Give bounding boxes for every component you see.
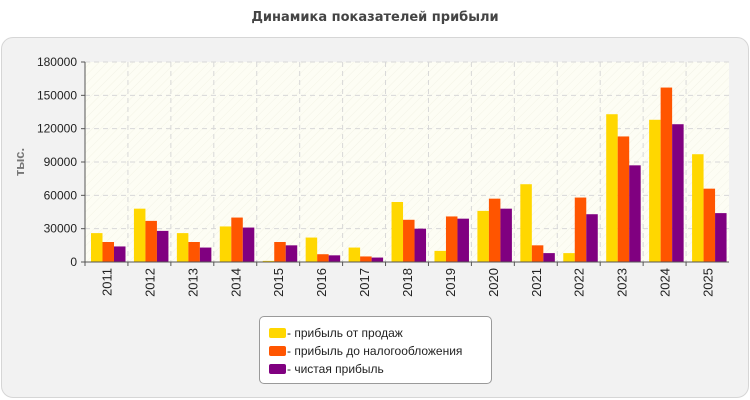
bar-pretax-2011 [102,242,114,262]
bar-pretax-2022 [574,197,587,262]
legend-label-pretax: - прибыль до налогообложения [287,344,463,358]
bar-sales-2018 [391,202,404,262]
x-tick-label: 2020 [486,268,501,297]
bar-pretax-2021 [531,245,544,262]
legend-item-net: - чистая прибыль [269,362,384,376]
bar-sales-2016 [305,237,318,262]
bar-sales-2021 [520,184,532,262]
bar-net-2024 [672,124,684,262]
bar-sales-2022 [563,253,575,262]
bar-net-2020 [500,208,512,262]
y-tick-label: 150000 [37,88,77,102]
y-tick-label: 120000 [37,122,77,136]
bar-sales-2020 [477,210,489,262]
grid [85,61,729,262]
bar-pretax-2017 [360,256,372,262]
bar-net-2011 [114,246,126,262]
bar-pretax-2015 [274,242,286,262]
bar-pretax-2023 [617,136,630,262]
bar-pretax-2020 [488,198,501,262]
bar-pretax-2019 [445,216,458,262]
bar-net-2025 [715,213,727,262]
bar-sales-2012 [133,208,146,262]
bar-sales-2023 [606,114,618,262]
legend-label-net: - чистая прибыль [287,362,384,376]
bar-net-2012 [156,230,169,262]
y-tick-label: 180000 [37,55,77,69]
x-tick-label: 2015 [271,268,286,297]
bar-sales-2014 [219,226,232,262]
x-tick-label: 2024 [658,268,673,297]
x-tick-label: 2021 [529,268,544,297]
bar-sales-2024 [649,119,661,263]
bar-pretax-2018 [403,219,415,262]
bar-sales-2025 [692,154,704,262]
bar-net-2022 [586,214,598,262]
y-tick-label: 30000 [44,222,78,236]
legend-item-sales: - прибыль от продаж [269,326,403,340]
x-tick-label: 2013 [185,268,200,297]
bars [91,87,727,263]
legend-swatch-sales [269,328,286,338]
bar-pretax-2024 [660,87,673,262]
bar-net-2021 [543,253,555,262]
bar-pretax-2012 [145,220,157,262]
axes: 0 30000 60000 90000 120000 150000 180000 2011 20… [37,55,729,297]
x-tick-label: 2012 [142,268,157,297]
legend-label-sales: - прибыль от продаж [287,326,403,340]
chart-title: Динамика показателей прибыли [251,10,499,25]
bar-pretax-2016 [317,254,329,262]
legend-swatch-net [269,364,286,374]
bar-sales-2013 [176,233,189,262]
y-tick-label: 0 [70,255,77,269]
legend-swatch-pretax [269,346,286,356]
bar-net-2018 [414,228,427,262]
y-axis-label: тыс. [12,148,27,176]
bar-pretax-2013 [188,242,200,262]
x-tick-label: 2019 [443,268,458,297]
bar-sales-2019 [434,250,446,262]
x-tick-label: 2018 [400,268,415,297]
bar-net-2014 [242,227,255,262]
x-tick-label: 2022 [572,268,587,297]
x-tick-label: 2016 [314,268,329,297]
legend: - прибыль от продаж - прибыль до налогоо… [259,316,492,384]
legend-item-pretax: - прибыль до налогообложения [269,344,462,358]
bar-pretax-2025 [703,188,716,262]
x-tick-label: 2017 [357,268,372,297]
x-tick-label: 2025 [701,268,716,297]
bar-net-2013 [199,247,212,262]
bar-net-2019 [457,218,469,262]
bar-net-2015 [285,245,298,262]
bar-sales-2011 [91,233,103,262]
x-tick-label: 2014 [228,268,243,297]
x-tick-label: 2023 [615,268,630,297]
bar-pretax-2014 [231,217,243,262]
bar-net-2016 [328,255,341,262]
bar-sales-2015 [262,260,275,262]
y-tick-label: 90000 [44,155,78,169]
x-tick-label: 2011 [99,268,114,296]
bar-net-2023 [629,165,641,262]
y-tick-label: 60000 [44,188,78,202]
bar-net-2017 [371,257,384,262]
bar-sales-2017 [348,247,361,262]
